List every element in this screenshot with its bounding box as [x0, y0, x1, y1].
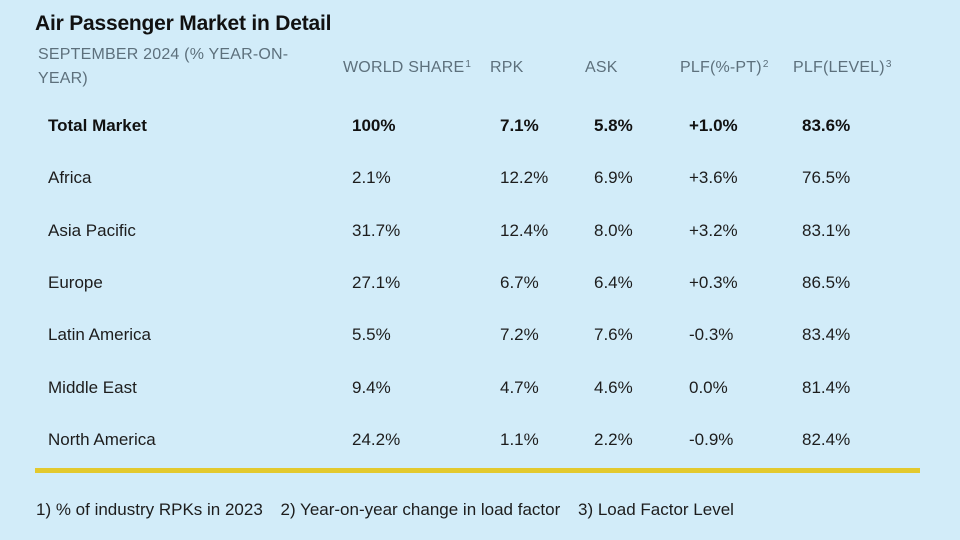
cell-region: Latin America: [48, 325, 151, 344]
cell-rpk: 12.4%: [500, 221, 549, 240]
cell-ask: 8.0%: [594, 221, 633, 240]
cell-level: 83.6%: [802, 116, 851, 135]
footnotes: 1) % of industry RPKs in 2023 2) Year-on…: [36, 498, 747, 522]
cell-level: 86.5%: [802, 273, 851, 292]
cell-share: 24.2%: [352, 430, 401, 449]
cell-plf: +3.2%: [689, 221, 738, 240]
table-title: Air Passenger Market in Detail: [35, 12, 332, 35]
footnote-2: 2) Year-on-year change in load factor: [280, 500, 561, 519]
table-row: Asia Pacific 31.7% 12.4% 8.0% +3.2% 83.1%: [0, 219, 960, 243]
cell-ask: 4.6%: [594, 378, 633, 397]
cell-ask: 2.2%: [594, 430, 633, 449]
cell-level: 76.5%: [802, 168, 851, 187]
total-row: Total Market 100% 7.1% 5.8% +1.0% 83.6%: [0, 114, 960, 138]
column-header-period: SEPTEMBER 2024 (% YEAR-ON-YEAR): [38, 46, 289, 87]
cell-level: 83.1%: [802, 221, 851, 240]
cell-region: Middle East: [48, 378, 137, 397]
column-header-plf-level: PLF(LEVEL)3: [793, 56, 892, 80]
cell-rpk: 6.7%: [500, 273, 539, 292]
cell-share: 5.5%: [352, 325, 391, 344]
cell-plf: -0.3%: [689, 325, 734, 344]
cell-ask: 6.4%: [594, 273, 633, 292]
cell-rpk: 7.2%: [500, 325, 539, 344]
table-row: Africa 2.1% 12.2% 6.9% +3.6% 76.5%: [0, 166, 960, 190]
cell-rpk: 12.2%: [500, 168, 549, 187]
column-header-plf-change-label: PLF(%-PT): [680, 59, 762, 76]
footnote-1: 1) % of industry RPKs in 2023: [36, 500, 263, 519]
cell-rpk: 1.1%: [500, 430, 539, 449]
cell-share: 2.1%: [352, 168, 391, 187]
table-divider: [35, 468, 920, 473]
column-header-world-share: WORLD SHARE1: [343, 56, 471, 80]
cell-plf: +0.3%: [689, 273, 738, 292]
table-row: Europe 27.1% 6.7% 6.4% +0.3% 86.5%: [0, 271, 960, 295]
cell-level: 83.4%: [802, 325, 851, 344]
cell-rpk: 4.7%: [500, 378, 539, 397]
cell-region: North America: [48, 430, 156, 449]
cell-plf: 0.0%: [689, 378, 728, 397]
column-header-plf-change: PLF(%-PT)2: [680, 56, 769, 80]
cell-plf: +1.0%: [689, 116, 738, 135]
cell-plf: +3.6%: [689, 168, 738, 187]
footnote-marker-3: 3: [885, 59, 892, 70]
cell-region: Total Market: [48, 116, 147, 135]
column-header-world-share-label: WORLD SHARE: [343, 59, 465, 76]
footnote-3: 3) Load Factor Level: [578, 500, 734, 519]
cell-ask: 6.9%: [594, 168, 633, 187]
cell-rpk: 7.1%: [500, 116, 539, 135]
table-row: Latin America 5.5% 7.2% 7.6% -0.3% 83.4%: [0, 323, 960, 347]
footnote-marker-2: 2: [762, 59, 769, 70]
cell-share: 100%: [352, 116, 396, 135]
column-header-rpk: RPK: [490, 59, 524, 76]
column-header-plf-level-label: PLF(LEVEL): [793, 59, 885, 76]
cell-share: 27.1%: [352, 273, 401, 292]
cell-region: Asia Pacific: [48, 221, 136, 240]
cell-region: Africa: [48, 168, 92, 187]
cell-plf: -0.9%: [689, 430, 734, 449]
table-row: North America 24.2% 1.1% 2.2% -0.9% 82.4%: [0, 428, 960, 452]
cell-ask: 5.8%: [594, 116, 633, 135]
cell-level: 81.4%: [802, 378, 851, 397]
footnote-marker-1: 1: [465, 59, 472, 70]
cell-share: 31.7%: [352, 221, 401, 240]
cell-share: 9.4%: [352, 378, 391, 397]
column-header-ask: ASK: [585, 59, 618, 76]
cell-level: 82.4%: [802, 430, 851, 449]
cell-region: Europe: [48, 273, 103, 292]
table-row: Middle East 9.4% 4.7% 4.6% 0.0% 81.4%: [0, 376, 960, 400]
cell-ask: 7.6%: [594, 325, 633, 344]
